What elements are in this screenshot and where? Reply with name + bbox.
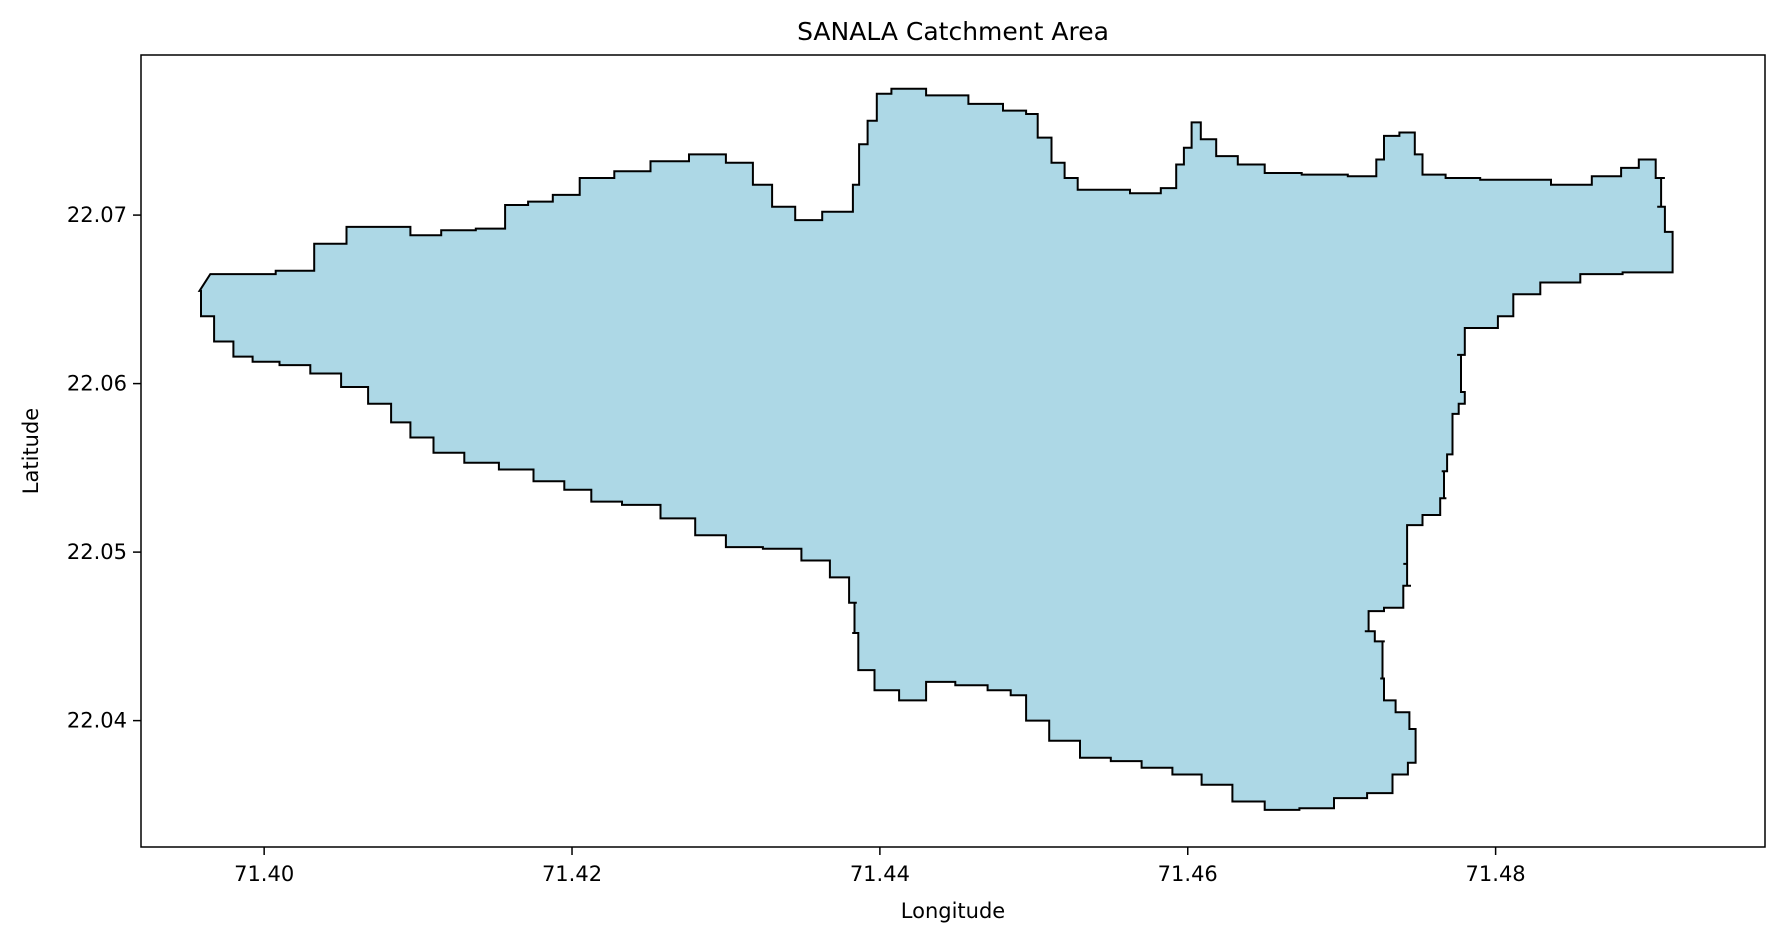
axes-frame [140,54,1766,848]
plot-area [197,87,1674,811]
y-axis-ticks: 22.04 22.05 22.06 22.07 [67,203,141,733]
y-tick-label: 22.06 [67,372,127,396]
catchment-polygon [197,87,1674,811]
x-tick-label: 71.46 [1158,862,1218,886]
y-tick-label: 22.07 [67,203,127,227]
x-tick-label: 71.48 [1466,862,1526,886]
x-tick-label: 71.42 [542,862,602,886]
x-tick-label: 71.40 [234,862,294,886]
y-tick-label: 22.04 [67,709,127,733]
x-tick-label: 71.44 [850,862,910,886]
y-axis-label: Latitude [19,408,43,494]
x-axis-label: Longitude [901,899,1005,923]
x-axis-ticks: 71.40 71.42 71.44 71.46 71.48 [234,847,1526,886]
y-tick-label: 22.05 [67,540,127,564]
chart-title: SANALA Catchment Area [797,17,1109,46]
